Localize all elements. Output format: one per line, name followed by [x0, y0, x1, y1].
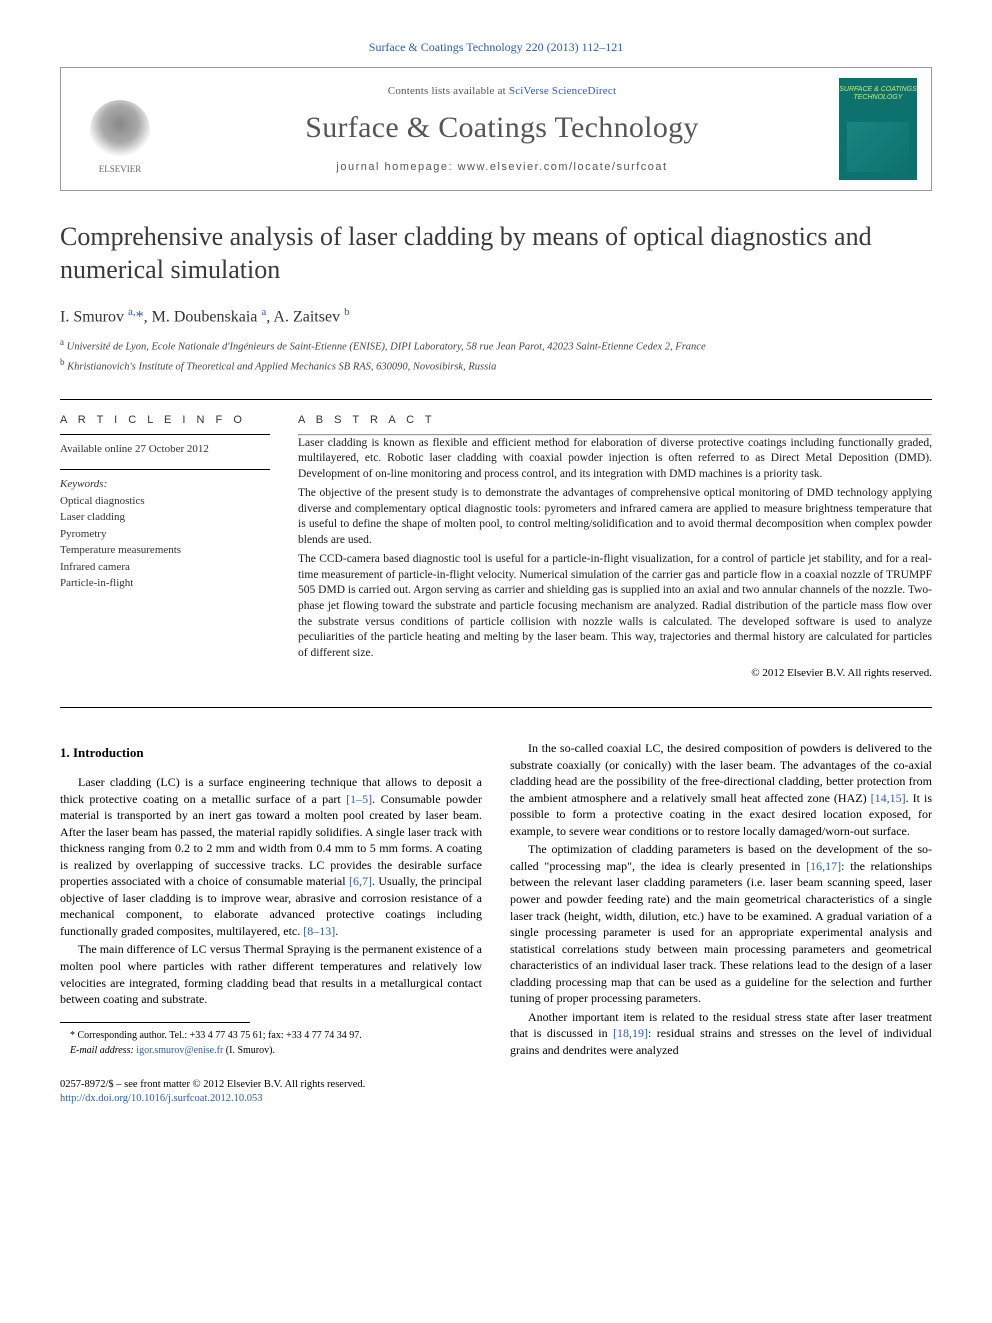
affiliation-b: b Khristianovich's Institute of Theoreti… — [60, 356, 932, 375]
keyword: Temperature measurements — [60, 542, 270, 559]
abstract-column: A B S T R A C T Laser cladding is known … — [298, 400, 932, 679]
keyword: Infrared camera — [60, 559, 270, 576]
article-info-column: A R T I C L E I N F O Available online 2… — [60, 400, 270, 679]
citation-link[interactable]: [6,7] — [349, 874, 372, 888]
keywords-label: Keywords: — [60, 478, 270, 490]
body-para: The main difference of LC versus Thermal… — [60, 941, 482, 1007]
meta-abstract-row: A R T I C L E I N F O Available online 2… — [60, 400, 932, 679]
page-footer: 0257-8972/$ – see front matter © 2012 El… — [60, 1078, 932, 1107]
top-citation-link[interactable]: Surface & Coatings Technology 220 (2013)… — [369, 40, 623, 54]
footnote-separator — [60, 1022, 250, 1023]
article-info-label: A R T I C L E I N F O — [60, 414, 270, 426]
citation-link[interactable]: [14,15] — [871, 791, 906, 805]
keyword: Optical diagnostics — [60, 493, 270, 510]
publisher-logo: ELSEVIER — [75, 84, 165, 174]
article-title: Comprehensive analysis of laser cladding… — [60, 221, 932, 286]
contents-line: Contents lists available at SciVerse Sci… — [181, 85, 823, 97]
abstract-para: The CCD-camera based diagnostic tool is … — [298, 552, 932, 661]
body-para: Laser cladding (LC) is a surface enginee… — [60, 774, 482, 939]
body-para: Another important item is related to the… — [510, 1009, 932, 1059]
intro-heading: 1. Introduction — [60, 744, 482, 762]
author-2: , M. Doubenskaia — [144, 308, 258, 325]
body-para: The optimization of cladding parameters … — [510, 841, 932, 1006]
cover-thumb-title: SURFACE & COATINGS TECHNOLOGY — [839, 86, 917, 103]
author-1: I. Smurov — [60, 308, 124, 325]
info-divider — [60, 434, 270, 435]
corresponding-footnote: * Corresponding author. Tel.: +33 4 77 4… — [60, 1029, 482, 1057]
info-divider-2 — [60, 469, 270, 470]
abstract-copyright: © 2012 Elsevier B.V. All rights reserved… — [298, 667, 932, 679]
homepage-url: www.elsevier.com/locate/surfcoat — [458, 161, 668, 173]
sciencedirect-link[interactable]: SciVerse ScienceDirect — [509, 85, 616, 97]
citation-link[interactable]: [16,17] — [806, 859, 841, 873]
abstract-para: Laser cladding is known as flexible and … — [298, 436, 932, 483]
keyword: Particle-in-flight — [60, 575, 270, 592]
doi-link[interactable]: http://dx.doi.org/10.1016/j.surfcoat.201… — [60, 1093, 263, 1104]
affiliations: a Université de Lyon, Ecole Nationale d'… — [60, 336, 932, 375]
abstract-label: A B S T R A C T — [298, 414, 932, 426]
keyword: Laser cladding — [60, 509, 270, 526]
author-3-affil: b — [344, 306, 350, 318]
corresponding-star[interactable]: * — [136, 308, 144, 325]
footnote-corr: * Corresponding author. Tel.: +33 4 77 4… — [60, 1029, 482, 1042]
keyword: Pyrometry — [60, 526, 270, 543]
abstract-text: Laser cladding is known as flexible and … — [298, 436, 932, 661]
footer-copyright: 0257-8972/$ – see front matter © 2012 El… — [60, 1078, 932, 1093]
journal-homepage: journal homepage: www.elsevier.com/locat… — [181, 161, 823, 173]
journal-header: ELSEVIER Contents lists available at Sci… — [60, 67, 932, 191]
citation-link[interactable]: [18,19] — [613, 1026, 648, 1040]
citation-link[interactable]: [8–13] — [303, 924, 335, 938]
author-3: , A. Zaitsev — [266, 308, 340, 325]
citation-link[interactable]: [1–5] — [346, 792, 372, 806]
author-list: I. Smurov a,*, M. Doubenskaia a, A. Zait… — [60, 306, 932, 326]
journal-cover-thumbnail: SURFACE & COATINGS TECHNOLOGY — [839, 78, 917, 180]
available-online: Available online 27 October 2012 — [60, 443, 270, 455]
author-1-affil: a, — [128, 306, 136, 318]
journal-name: Surface & Coatings Technology — [181, 111, 823, 145]
body-para: In the so-called coaxial LC, the desired… — [510, 740, 932, 839]
footnote-email-line: E-mail address: igor.smurov@enise.fr (I.… — [60, 1044, 482, 1057]
keywords-list: Optical diagnostics Laser cladding Pyrom… — [60, 493, 270, 592]
top-citation: Surface & Coatings Technology 220 (2013)… — [60, 40, 932, 55]
header-center: Contents lists available at SciVerse Sci… — [181, 85, 823, 173]
elsevier-tree-icon — [90, 100, 150, 160]
corresponding-email-link[interactable]: igor.smurov@enise.fr — [136, 1045, 223, 1056]
publisher-logo-text: ELSEVIER — [99, 164, 142, 174]
abstract-para: The objective of the present study is to… — [298, 486, 932, 548]
affiliation-a: a Université de Lyon, Ecole Nationale d'… — [60, 336, 932, 355]
body-text: 1. Introduction Laser cladding (LC) is a… — [60, 740, 932, 1060]
